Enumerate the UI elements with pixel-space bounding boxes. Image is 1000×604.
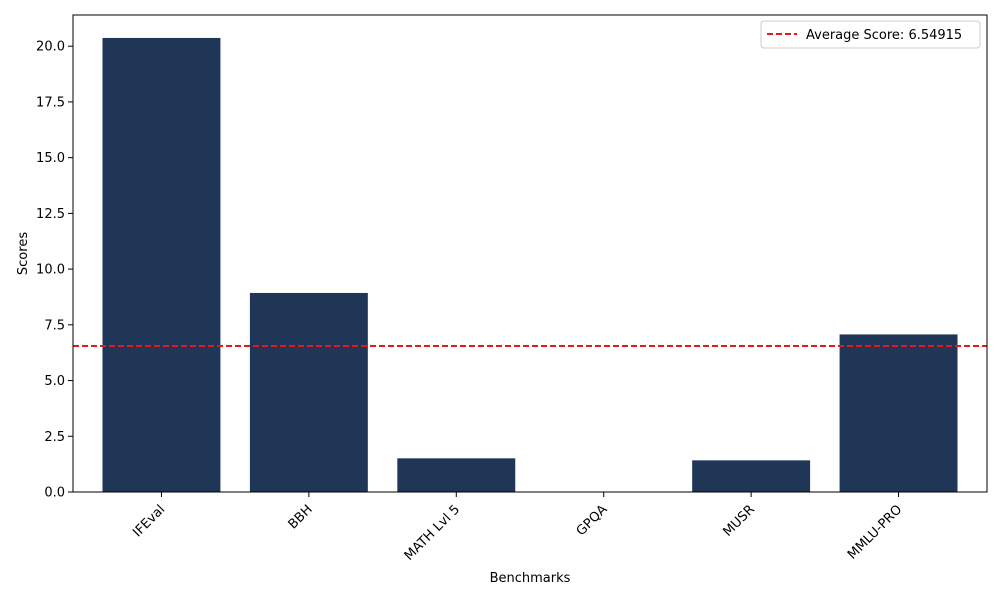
- bar-math-lvl-5: [397, 458, 516, 492]
- bar-mmlu-pro: [839, 334, 958, 492]
- x-tick-label: MMLU-PRO: [845, 502, 905, 562]
- x-tick-label: MATH Lvl 5: [402, 502, 463, 563]
- y-tick-label: 2.5: [44, 430, 65, 445]
- x-axis-label: Benchmarks: [490, 571, 571, 586]
- x-axis: IFEval BBH MATH Lvl 5 GPQA MUSR MMLU-PRO: [130, 492, 905, 564]
- bar-musr: [692, 460, 811, 492]
- y-tick-label: 7.5: [44, 318, 65, 333]
- y-axis: 0.0 2.5 5.0 7.5 10.0 12.5 15.0 17.5 20.0: [36, 40, 73, 501]
- bars-layer: [102, 37, 958, 493]
- bar-ifeval: [102, 37, 221, 493]
- legend: Average Score: 6.54915: [760, 20, 981, 49]
- y-tick-label: 10.0: [36, 263, 65, 278]
- y-tick-label: 5.0: [44, 374, 65, 389]
- y-tick-label: 17.5: [36, 95, 65, 110]
- x-tick-label: MUSR: [720, 502, 757, 539]
- legend-box: [760, 20, 981, 49]
- y-tick-label: 0.0: [44, 486, 65, 501]
- y-tick-label: 15.0: [36, 151, 65, 166]
- x-tick-label: GPQA: [574, 502, 611, 539]
- legend-label-average-score: Average Score: 6.54915: [806, 28, 962, 43]
- y-tick-label: 20.0: [36, 40, 65, 55]
- y-axis-label: Scores: [16, 232, 31, 275]
- bar-bbh: [249, 292, 368, 492]
- x-tick-label: IFEval: [130, 502, 168, 540]
- x-tick-label: BBH: [286, 502, 316, 532]
- plot-frame: [72, 14, 988, 493]
- y-tick-label: 12.5: [36, 207, 65, 222]
